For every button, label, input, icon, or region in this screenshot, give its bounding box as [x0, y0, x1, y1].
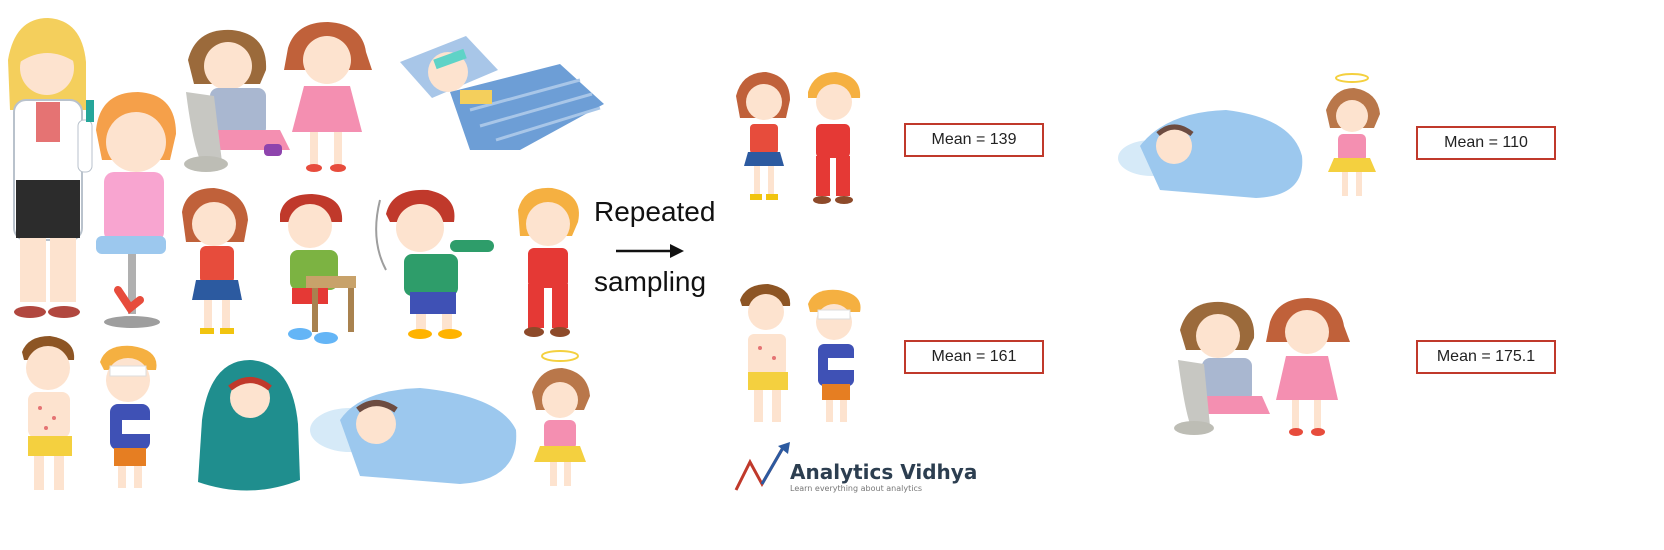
mean-box-sample-3: Mean = 161 — [904, 340, 1044, 374]
pink-dress-girl-figure — [284, 22, 372, 172]
sample-4-illustration — [1174, 298, 1350, 436]
kid-in-bed-figure — [400, 36, 604, 150]
rash-boy-figure — [22, 336, 75, 490]
sample-4-pink-dress-girl-figure — [1266, 298, 1350, 436]
sampling-label: sampling — [594, 266, 707, 297]
mean-box-sample-4: Mean = 175.1 — [1416, 340, 1556, 374]
sampling-arrow-icon — [616, 244, 684, 258]
red-top-girl-figure — [182, 188, 248, 334]
overalls-girl-figure — [518, 187, 579, 337]
repeated-label: Repeated — [594, 196, 716, 227]
doctor-figure — [8, 18, 94, 318]
sample-2-blue-blanket-kid-figure — [1118, 110, 1303, 198]
population-illustration — [8, 18, 604, 491]
logo-title: Analytics Vidhya — [790, 460, 978, 484]
sample-1-overalls-girl-figure — [808, 72, 861, 204]
mean-box-sample-1: Mean = 139 — [904, 123, 1044, 157]
logo-tagline: Learn everything about analytics — [790, 484, 923, 493]
girl-on-stool-figure — [96, 92, 176, 328]
sample-1-girl-figure — [736, 72, 790, 200]
blue-blanket-kid-figure — [310, 388, 517, 484]
sample-2-dizzy-girl-figure — [1326, 73, 1380, 196]
sneezing-boy-figure — [375, 189, 494, 339]
coughing-boy-figure — [280, 194, 356, 344]
sample-3-rash-boy-figure — [740, 284, 791, 422]
teal-blanket-kid-figure — [198, 360, 300, 491]
analytics-vidhya-logo-icon — [734, 442, 790, 491]
injured-boy-figure — [100, 345, 157, 488]
vomiting-girl-figure — [184, 29, 290, 172]
sample-3-illustration — [740, 284, 861, 422]
sample-3-injured-boy-figure — [808, 289, 861, 422]
sample-1-illustration — [736, 72, 861, 204]
sample-4-vomiting-girl-figure — [1174, 301, 1270, 435]
mean-box-sample-2: Mean = 110 — [1416, 126, 1556, 160]
dizzy-girl-figure — [532, 350, 590, 486]
sample-2-illustration — [1118, 73, 1380, 198]
